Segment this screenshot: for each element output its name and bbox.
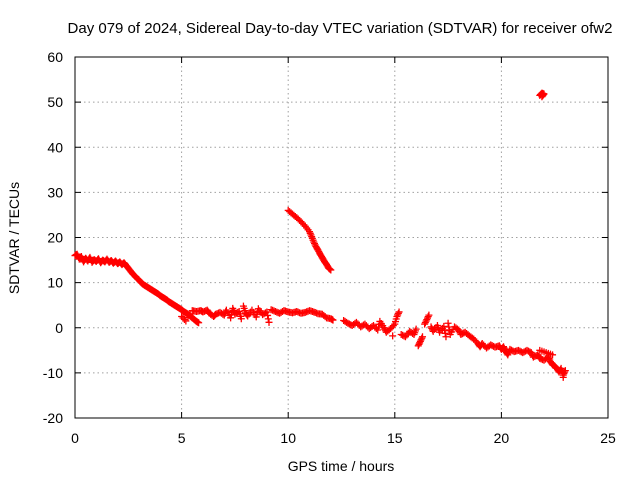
data-point bbox=[416, 337, 424, 345]
y-tick-label: -10 bbox=[43, 365, 63, 381]
data-point bbox=[380, 324, 388, 332]
chart-title: Day 079 of 2024, Sidereal Day-to-day VTE… bbox=[68, 20, 613, 37]
series-main-trace bbox=[71, 250, 569, 381]
data-point bbox=[86, 253, 94, 261]
data-point bbox=[527, 349, 535, 357]
y-axis-label: SDTVAR / TECUs bbox=[6, 182, 22, 294]
data-point bbox=[416, 339, 424, 347]
y-tick-label: 40 bbox=[47, 139, 63, 155]
data-point bbox=[237, 315, 245, 323]
data-point bbox=[394, 309, 402, 317]
data-point bbox=[549, 351, 557, 359]
data-point bbox=[415, 340, 423, 348]
data-point bbox=[412, 325, 420, 333]
data-point bbox=[425, 311, 433, 319]
data-point bbox=[560, 370, 568, 378]
data-point bbox=[500, 344, 508, 352]
data-point bbox=[180, 315, 188, 323]
data-point bbox=[394, 311, 402, 319]
data-point bbox=[263, 308, 271, 316]
y-tick-label: 30 bbox=[47, 184, 63, 200]
y-tick-label: 20 bbox=[47, 230, 63, 246]
data-point bbox=[545, 355, 553, 363]
y-tick-label: 0 bbox=[55, 320, 63, 336]
data-point bbox=[329, 316, 337, 324]
x-axis-label: GPS time / hours bbox=[288, 458, 395, 474]
x-tick-label: 15 bbox=[387, 430, 403, 446]
data-point bbox=[455, 326, 463, 334]
data-point bbox=[264, 315, 272, 323]
data-point bbox=[421, 319, 429, 327]
y-tick-label: 60 bbox=[47, 49, 63, 65]
data-point bbox=[417, 336, 425, 344]
series-descending-arc bbox=[284, 206, 335, 274]
data-point bbox=[561, 368, 569, 376]
data-point bbox=[327, 266, 335, 274]
data-point bbox=[538, 93, 546, 101]
series-isolated-cluster bbox=[536, 89, 548, 101]
data-point bbox=[424, 313, 432, 321]
data-point bbox=[265, 318, 273, 326]
data-point bbox=[559, 373, 567, 381]
data-point bbox=[423, 316, 431, 324]
data-point bbox=[393, 312, 401, 320]
data-point bbox=[389, 332, 397, 340]
data-point bbox=[310, 238, 318, 246]
data-point bbox=[395, 308, 403, 316]
data-point bbox=[441, 326, 449, 334]
data-point bbox=[414, 342, 422, 350]
gridlines bbox=[75, 57, 608, 418]
data-point bbox=[389, 322, 397, 330]
data-point bbox=[307, 231, 315, 239]
data-point bbox=[421, 320, 429, 328]
data-marks bbox=[71, 89, 569, 381]
y-tick-label: 50 bbox=[47, 94, 63, 110]
data-point bbox=[561, 367, 569, 375]
data-point bbox=[539, 92, 547, 100]
data-point bbox=[442, 333, 450, 341]
axis-ticks: 0 5 10 15 20 25 -20 -10 0 10 20 30 40 50 60 bbox=[43, 49, 616, 446]
data-point bbox=[444, 319, 452, 327]
data-point bbox=[419, 333, 427, 341]
data-point bbox=[500, 343, 508, 351]
data-point bbox=[73, 250, 81, 258]
y-tick-label: -20 bbox=[43, 410, 63, 426]
y-tick-label: 10 bbox=[47, 275, 63, 291]
data-point bbox=[306, 228, 314, 236]
data-point bbox=[264, 311, 272, 319]
data-point bbox=[422, 317, 430, 325]
data-point bbox=[306, 229, 314, 237]
data-point bbox=[423, 314, 431, 322]
x-tick-label: 0 bbox=[71, 430, 79, 446]
x-tick-label: 25 bbox=[600, 430, 616, 446]
x-tick-label: 5 bbox=[178, 430, 186, 446]
x-tick-label: 10 bbox=[280, 430, 296, 446]
x-tick-label: 20 bbox=[494, 430, 510, 446]
data-point bbox=[441, 329, 449, 337]
data-point bbox=[418, 334, 426, 342]
data-point bbox=[195, 319, 203, 327]
data-point bbox=[310, 240, 318, 248]
data-point bbox=[227, 314, 235, 322]
